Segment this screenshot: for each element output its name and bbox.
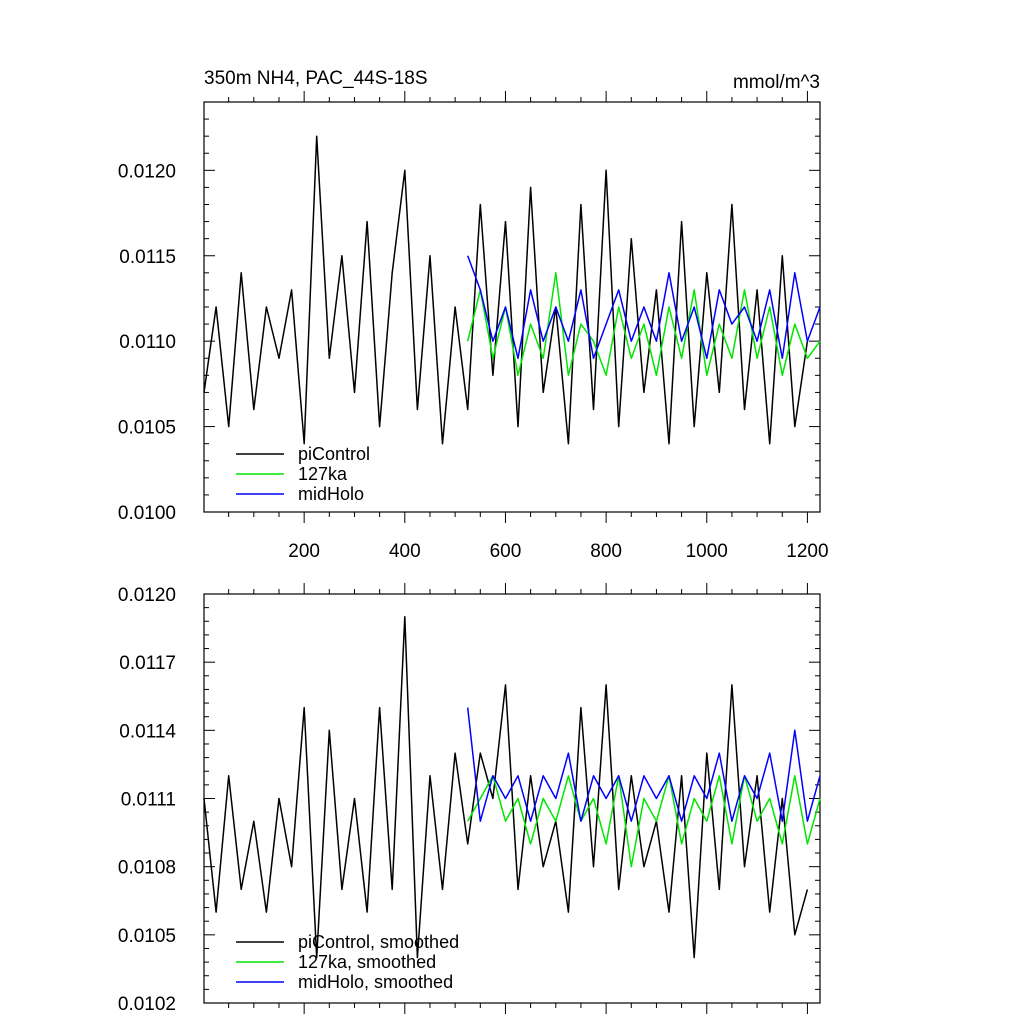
x-tick-label: 1200 <box>786 541 828 562</box>
y-tick-label: 0.0111 <box>121 790 176 811</box>
legend-label: 127ka <box>298 464 348 484</box>
plot-frame <box>203 101 821 513</box>
x-tick-label: 1000 <box>686 541 728 562</box>
legend-label: midHolo <box>298 484 364 504</box>
legend-label: midHolo, smoothed <box>298 972 453 992</box>
y-tick-label: 0.0120 <box>118 585 176 606</box>
series-line-127ka-smoothed <box>467 775 821 868</box>
x-tick-label: 600 <box>490 541 522 562</box>
x-tick-label: 800 <box>590 541 622 562</box>
y-tick-label: 0.0108 <box>118 858 176 879</box>
bottom-panel: 0.0102 0.0105 0.0108 0.0111 0.0114 0.0117 0.01… <box>118 583 821 1015</box>
legend-label: 127ka, smoothed <box>298 952 436 972</box>
series-line-midholo <box>466 255 821 360</box>
y-tick-label: 0.0115 <box>119 247 176 268</box>
series-line-midholo-smoothed <box>466 707 821 822</box>
legend-label: piControl <box>298 444 370 464</box>
series-line-picontrol <box>203 135 809 445</box>
y-tick-label: 0.0105 <box>118 418 176 439</box>
y-tick-label: 0.0117 <box>119 653 176 674</box>
y-tick-label: 0.0114 <box>119 721 176 742</box>
y-tick-label: 0.0102 <box>118 994 176 1015</box>
series-line-127ka <box>466 272 821 377</box>
chart-title: 350m NH4, PAC_44S-18S <box>204 68 428 89</box>
y-tick-label: 0.0120 <box>118 161 176 182</box>
y-tick-label: 0.0110 <box>119 332 176 353</box>
top-panel: 350m NH4, PAC_44S-18S mmol/m^3 0.0100 0.0… <box>118 68 829 562</box>
x-tick-label: 200 <box>288 541 320 562</box>
units-label: mmol/m^3 <box>733 72 820 93</box>
legend-label: piControl, smoothed <box>298 932 459 952</box>
y-tick-label: 0.0100 <box>118 503 176 524</box>
y-tick-label: 0.0105 <box>118 926 176 947</box>
x-tick-label: 400 <box>389 541 421 562</box>
series-line-picontrol-smoothed <box>203 615 809 959</box>
